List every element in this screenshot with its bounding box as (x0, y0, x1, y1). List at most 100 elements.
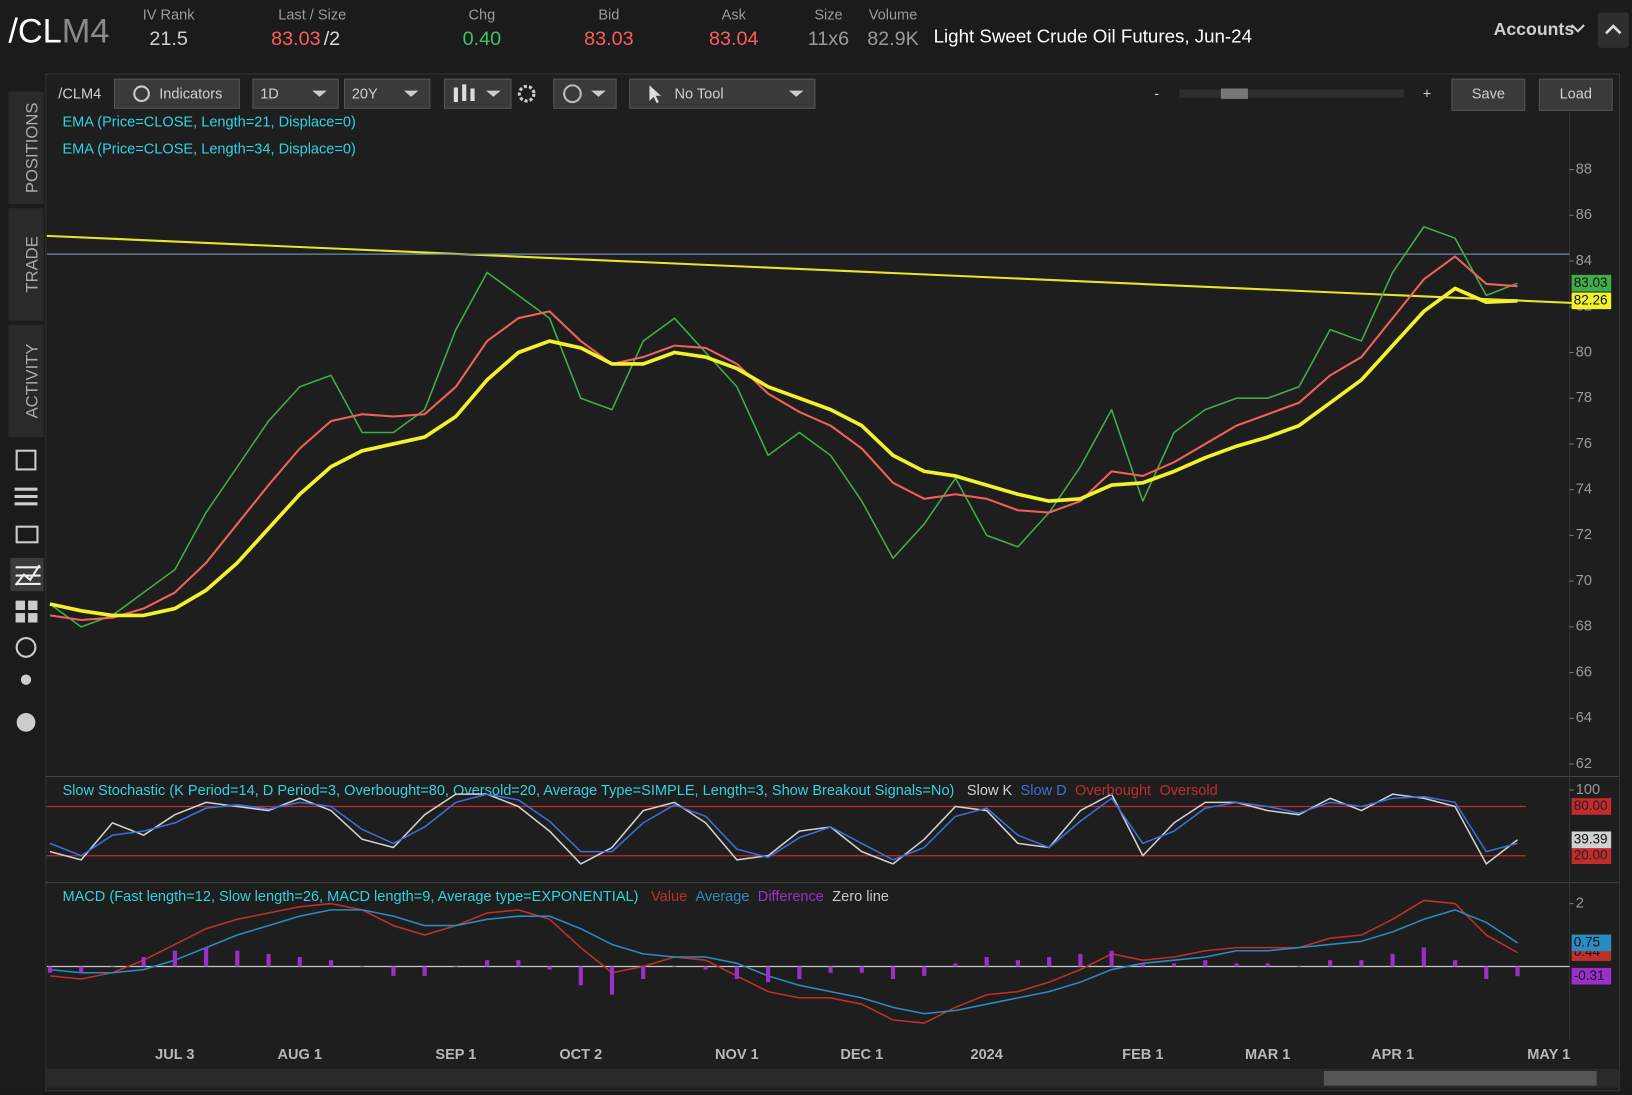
settings-icon[interactable] (517, 84, 536, 103)
symbol: /CL (8, 12, 61, 50)
activity-tab[interactable] (8, 324, 44, 438)
load-button[interactable] (1538, 78, 1613, 111)
zoom-thumb[interactable] (1220, 88, 1248, 99)
pointer-icon (649, 85, 661, 104)
x-tick-label: FEB 1 (1122, 1047, 1163, 1063)
save-label: Save (1472, 87, 1505, 103)
collapse-button[interactable] (1597, 12, 1629, 48)
histogram-bar (1047, 957, 1052, 967)
legend-entry: Slow K (967, 783, 1013, 799)
zoom-in[interactable]: + (1423, 87, 1432, 103)
histogram-bar (984, 957, 989, 967)
x-tick-label: SEP 1 (435, 1047, 476, 1063)
indicators-icon (133, 85, 150, 103)
level-label: 20.00 (1574, 847, 1608, 862)
y-tick-label: 74 (1576, 482, 1592, 498)
charts-icon (14, 564, 41, 586)
field-value: 0.40 (463, 28, 501, 50)
dropdown-arrow (788, 90, 804, 97)
dropdown-arrow (312, 90, 327, 97)
last-value-box (1571, 934, 1612, 952)
series-line (49, 286, 1518, 618)
tab-label: ACTIVITY (23, 344, 42, 419)
histogram-bar (1234, 963, 1239, 967)
grid-icon[interactable] (15, 600, 38, 623)
clock-icon[interactable] (15, 637, 37, 658)
histogram-bar (360, 966, 365, 967)
histogram-bar (485, 960, 490, 967)
last-value-label: -0.31 (1574, 968, 1605, 983)
zoom-track[interactable] (1179, 89, 1405, 98)
histogram-bar (1359, 960, 1364, 967)
field-label: Bid (598, 7, 619, 23)
legend-entry: Overbought (1075, 783, 1151, 799)
monitor-icon[interactable] (15, 449, 37, 471)
legend-entry: Difference (758, 889, 824, 905)
y-tick-label: 76 (1576, 436, 1592, 452)
histogram-bar (453, 966, 458, 967)
drawing-icon (563, 84, 582, 104)
dropdown-arrow (486, 90, 501, 97)
indicators-label: Indicators (159, 87, 222, 103)
y-tick-label: 66 (1576, 664, 1592, 680)
range-select[interactable] (343, 78, 431, 109)
tool-select[interactable] (629, 78, 816, 109)
x-tick-label: OCT 2 (559, 1047, 602, 1063)
collapse-icon (1605, 24, 1622, 35)
positions-tab[interactable] (8, 91, 44, 205)
level-label-box (1571, 847, 1612, 865)
save-button[interactable] (1451, 78, 1526, 111)
toolbar-symbol: /CLM4 (58, 87, 101, 103)
x-tick-label: NOV 1 (715, 1047, 759, 1063)
tab-label: POSITIONS (23, 103, 42, 194)
field-value: 11x6 (808, 28, 849, 50)
chart-frame (45, 73, 1621, 1092)
level-label-box (1571, 798, 1612, 815)
field-value: 83.04 (709, 28, 758, 50)
histogram-bar (922, 966, 927, 976)
histogram-bar (828, 966, 833, 973)
scroll-thumb[interactable] (1323, 1071, 1597, 1086)
histogram-bar (578, 966, 583, 986)
period-select[interactable] (252, 78, 339, 109)
field-value: 83.03 (584, 28, 633, 50)
people-icon[interactable] (20, 674, 32, 685)
y-tick-label: 100 (1576, 782, 1600, 798)
histogram-bar (859, 966, 864, 973)
zoom-out[interactable]: - (1154, 87, 1159, 103)
histogram-bar (79, 966, 84, 973)
y-tick-label: 88 (1576, 161, 1592, 177)
tv-icon[interactable] (15, 525, 39, 544)
histogram-bar (110, 966, 115, 967)
histogram-bar (703, 966, 708, 970)
histogram-bar (672, 966, 677, 967)
tab-label: TRADE (23, 236, 42, 292)
legend-entry: Value (651, 889, 687, 905)
histogram-bar (1078, 953, 1083, 967)
last-value-label: 0.75 (1574, 934, 1600, 949)
trade-tab[interactable] (8, 208, 44, 321)
y-tick-label: 62 (1576, 756, 1592, 772)
legend-entry: Slow D (1021, 783, 1067, 799)
histogram-bar (516, 960, 521, 967)
histogram-bar (1140, 963, 1145, 967)
histogram-bar (1515, 966, 1520, 977)
last-value-box (1571, 831, 1612, 849)
accounts-arrow[interactable] (1570, 24, 1585, 33)
y-tick-label: 2 (1576, 895, 1584, 911)
y-tick-label: 72 (1576, 527, 1592, 543)
histogram-bar (266, 953, 271, 967)
scrollbar[interactable] (45, 1068, 1620, 1088)
help-icon[interactable] (16, 712, 36, 732)
accounts-button[interactable]: Accounts (1494, 19, 1575, 39)
histogram-bar (609, 966, 615, 995)
last-value-box (1571, 274, 1612, 292)
indicator-title: Slow Stochastic (K Period=14, D Period=3… (62, 783, 954, 799)
chart-type-icon (453, 84, 475, 103)
y-tick-label: 80 (1576, 344, 1592, 360)
histogram-bar (235, 950, 240, 967)
list-icon[interactable] (14, 487, 38, 506)
last-value-label: 82.26 (1574, 292, 1608, 307)
histogram-bar (1203, 960, 1208, 967)
